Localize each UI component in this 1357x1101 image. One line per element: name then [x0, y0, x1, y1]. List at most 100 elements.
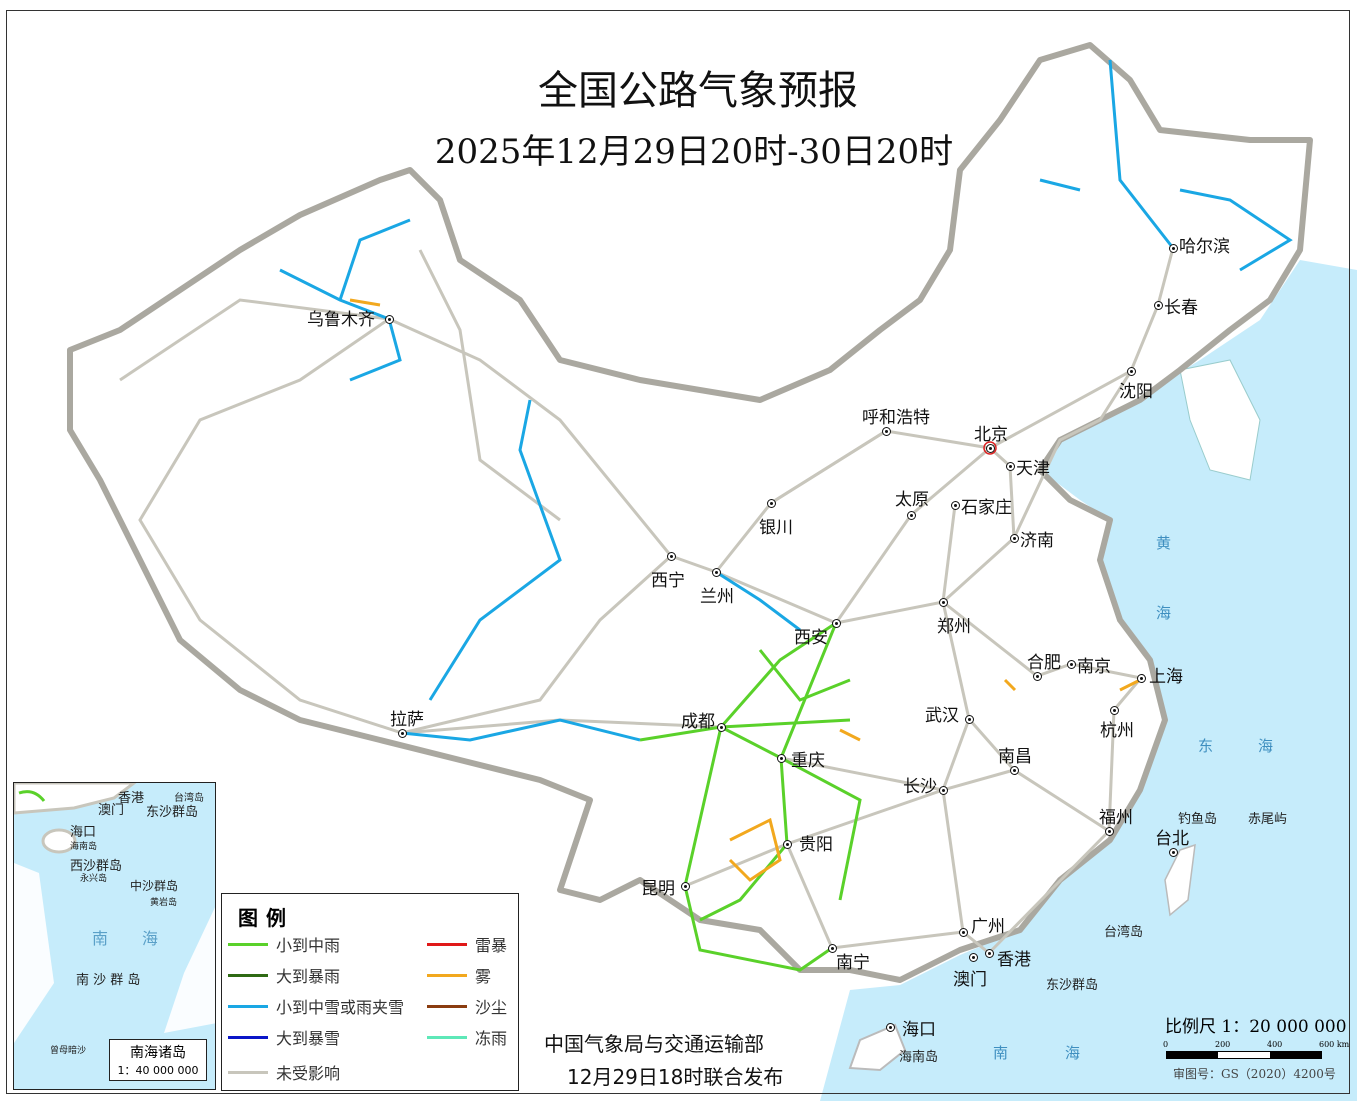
inset-label: 海口 — [70, 825, 97, 840]
legend-swatch — [228, 973, 268, 977]
road — [119, 298, 837, 625]
road — [941, 504, 957, 603]
capital-star-icon — [983, 441, 997, 455]
city-label: 台北 — [1155, 829, 1189, 849]
legend-swatch — [427, 942, 467, 946]
legend-item: 雷暴 — [427, 932, 507, 956]
scale-bar-graphic — [1166, 1051, 1322, 1059]
korea-peninsula — [1179, 359, 1261, 481]
road-light-snow — [1039, 178, 1081, 192]
road-fog — [1003, 678, 1017, 692]
city-dot-icon — [1067, 660, 1076, 669]
city-dot-icon — [1127, 367, 1136, 376]
city-label: 天津 — [1016, 459, 1050, 479]
publisher: 中国气象局与交通运输部 — [544, 1032, 764, 1056]
inset-caption-box: 南海诸岛 1：40 000 000 — [109, 1039, 207, 1081]
city-label: 广州 — [971, 917, 1005, 937]
road — [1012, 370, 1133, 539]
legend-item: 小到中雪或雨夹雪 — [228, 994, 404, 1018]
legend-item: 大到暴雪 — [228, 1025, 340, 1049]
city-dot-icon — [681, 882, 690, 891]
legend-label: 冻雨 — [475, 1029, 508, 1048]
legend-swatch — [228, 1035, 268, 1039]
map-subtitle: 2025年12月29日20时-30日20时 — [434, 132, 954, 172]
city-label: 杭州 — [1100, 721, 1134, 741]
legend-label: 未受影响 — [276, 1064, 341, 1083]
city-dot-icon — [985, 949, 994, 958]
scale-tick: 400 — [1267, 1040, 1283, 1049]
legend-label: 雷暴 — [475, 936, 508, 955]
legend: 图例 小到中雨 大到暴雨 小到中雪或雨夹雪 大到暴雪 未受影响 雷暴雾沙尘 冻雨 — [221, 893, 519, 1091]
south-china-sea-inset: 香港 台湾岛 澳门 东沙群岛 海口 海南岛 西沙群岛 永兴岛 中沙群岛 黄岩岛南 海南 沙 群 岛曾… — [13, 782, 216, 1090]
city-dot-icon — [712, 568, 721, 577]
city-label: 西宁 — [651, 571, 685, 591]
city-dot-icon — [1154, 301, 1163, 310]
road-fog — [839, 728, 861, 742]
label-chiwei: 赤尾屿 — [1248, 812, 1288, 827]
taiwan-island — [1164, 843, 1196, 917]
city-label: 香港 — [997, 950, 1031, 970]
label-taiwan-island: 台湾岛 — [1104, 925, 1144, 940]
legend-label: 大到暴雪 — [276, 1029, 341, 1048]
legend-swatch — [228, 1070, 268, 1074]
legend-swatch — [228, 1004, 268, 1008]
city-dot-icon — [828, 944, 837, 953]
scale-tick: 200 — [1215, 1040, 1231, 1049]
city-dot-icon — [965, 715, 974, 724]
sea-label: 海 — [1258, 737, 1274, 755]
road — [770, 429, 887, 505]
city-dot-icon — [767, 499, 776, 508]
city-label: 郑州 — [937, 617, 971, 637]
scale-tick: 0 — [1163, 1040, 1169, 1049]
legend-label: 沙尘 — [475, 998, 508, 1017]
road-fog — [349, 298, 381, 307]
city-label: 济南 — [1020, 531, 1054, 551]
city-label: 太原 — [895, 490, 929, 510]
city-label: 武汉 — [925, 706, 959, 726]
road-light-snow — [428, 399, 562, 701]
city-dot-icon — [1110, 706, 1119, 715]
sea-label: 海 — [1156, 604, 1172, 622]
city-dot-icon — [832, 619, 841, 628]
inset-label: 黄岩岛 — [150, 898, 178, 908]
city-label: 兰州 — [700, 587, 734, 607]
city-label: 成都 — [681, 712, 715, 732]
city-dot-icon — [783, 840, 792, 849]
city-dot-icon — [1137, 674, 1146, 683]
inset-label: 南 沙 群 岛 — [76, 973, 141, 988]
scale-label: 比例尺 1：20 000 000 — [1165, 1017, 1347, 1037]
legend-item: 沙尘 — [427, 994, 507, 1018]
scale-tick: 600 km — [1319, 1040, 1350, 1049]
city-label: 哈尔滨 — [1179, 237, 1230, 257]
map-title: 全国公路气象预报 — [538, 68, 858, 114]
city-dot-icon — [886, 1023, 895, 1032]
city-dot-icon — [1033, 672, 1042, 681]
legend-swatch — [228, 942, 268, 946]
sea-label: 海 — [1065, 1044, 1081, 1062]
city-label: 北京 — [974, 425, 1008, 445]
city-dot-icon — [939, 786, 948, 795]
city-dot-icon — [667, 552, 676, 561]
city-label: 石家庄 — [961, 498, 1012, 518]
city-label: 拉萨 — [390, 710, 424, 730]
city-label: 银川 — [759, 518, 793, 538]
roads-fog — [349, 298, 1141, 882]
city-dot-icon — [777, 754, 786, 763]
road-light-snow — [338, 218, 411, 301]
legend-item: 小到中雨 — [228, 932, 340, 956]
road — [418, 249, 561, 522]
road — [401, 554, 673, 735]
china-outline — [67, 42, 1313, 983]
road-fog — [1119, 678, 1141, 692]
city-dot-icon — [907, 511, 916, 520]
legend-swatch — [427, 1004, 467, 1008]
label-dongsha: 东沙群岛 — [1046, 978, 1099, 993]
city-label: 南昌 — [998, 747, 1032, 767]
road — [835, 465, 1016, 625]
label-diaoyu: 钓鱼岛 — [1178, 812, 1218, 827]
inset-label: 香港 — [118, 791, 145, 806]
city-dot-icon — [951, 501, 960, 510]
label-hainan-island: 海南岛 — [899, 1050, 939, 1065]
legend-item: 雾 — [427, 963, 491, 987]
city-label: 合肥 — [1027, 653, 1061, 673]
